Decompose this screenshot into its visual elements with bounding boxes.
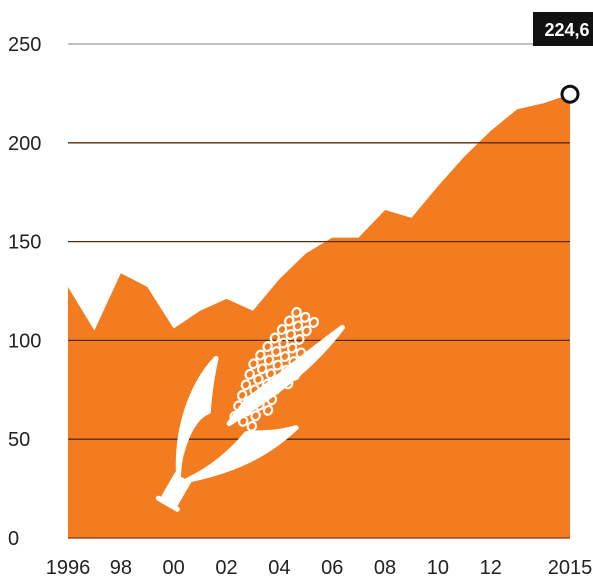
corn-kernel xyxy=(250,410,261,422)
y-tick-label: 100 xyxy=(8,330,41,352)
corn-kernel xyxy=(253,373,264,385)
area-series xyxy=(68,94,570,538)
corn-kernel xyxy=(301,325,312,337)
corn-kernel xyxy=(240,379,252,391)
corn-kernel xyxy=(269,332,281,344)
corn-kernel xyxy=(282,378,294,390)
value-callout: 224,6 xyxy=(533,12,593,46)
corn-kernel xyxy=(256,363,268,375)
corn-kernel xyxy=(255,349,266,361)
x-tick-label: 12 xyxy=(480,557,502,579)
corn-kernel xyxy=(278,337,289,349)
corn-kernel xyxy=(308,316,320,328)
callout-label: 224,6 xyxy=(544,20,589,40)
corn-kernel xyxy=(299,311,311,323)
corn-kernel xyxy=(286,342,298,354)
corn-kernel xyxy=(249,384,260,396)
corn-kernel xyxy=(281,364,292,376)
corn-kernel xyxy=(266,394,278,406)
corn-kernel xyxy=(237,415,249,427)
corn-kernel xyxy=(258,389,269,401)
corn-kernel xyxy=(274,373,285,385)
corn-kernel xyxy=(262,341,273,353)
y-tick-label: 0 xyxy=(8,528,19,550)
corn-kernel xyxy=(291,306,302,318)
corn-kernel xyxy=(261,378,273,390)
corn-kernel xyxy=(295,347,307,359)
x-tick-label: 1996 xyxy=(46,557,91,579)
x-tick-label: 06 xyxy=(321,557,343,579)
corn-kernel xyxy=(270,383,281,395)
x-axis-ticks: 1996 98 00 02 04 06 08 10 12 2015 xyxy=(46,557,593,579)
last-point-marker xyxy=(560,84,580,104)
corn-kernel xyxy=(229,410,240,422)
x-tick-label: 02 xyxy=(215,557,237,579)
callout-box xyxy=(533,12,593,46)
corn-icon xyxy=(155,306,345,512)
y-axis-ticks: 0 50 100 150 200 250 xyxy=(8,34,41,550)
corn-kernel xyxy=(246,420,258,432)
corn-kernel xyxy=(263,354,275,366)
corn-kernel xyxy=(244,368,255,380)
corn-kernel xyxy=(294,333,305,345)
corn-kernel xyxy=(272,359,283,371)
corn-kernel xyxy=(285,328,296,340)
y-tick-label: 150 xyxy=(8,232,41,254)
corn-kernel xyxy=(292,320,304,332)
corn-kernel xyxy=(279,351,291,363)
x-tick-label: 00 xyxy=(163,557,185,579)
corn-kernels xyxy=(229,306,320,432)
corn-kernel xyxy=(233,400,244,412)
x-tick-label: 10 xyxy=(427,557,449,579)
y-tick-label: 200 xyxy=(8,133,41,155)
gridlines xyxy=(68,43,570,539)
corn-kernel xyxy=(236,389,248,401)
x-tick-label: 04 xyxy=(268,557,290,579)
corn-kernel xyxy=(289,369,301,381)
y-tick-label: 50 xyxy=(8,429,30,451)
corn-kernel xyxy=(265,368,277,380)
corn-kernel xyxy=(284,315,295,327)
corn-kernel xyxy=(254,399,265,411)
corn-kernel xyxy=(276,323,288,335)
corn-kernel xyxy=(271,346,282,358)
corn-kernel xyxy=(248,358,259,370)
area-layer xyxy=(68,94,570,538)
corn-kernel xyxy=(241,405,253,417)
y-tick-label: 250 xyxy=(8,34,41,56)
x-tick-label: 08 xyxy=(374,557,396,579)
corn-kernel xyxy=(288,356,299,368)
corn-kernel xyxy=(262,404,274,416)
x-tick-label: 98 xyxy=(110,557,132,579)
x-tick-label: 2015 xyxy=(548,557,593,579)
corn-kernel xyxy=(245,394,257,406)
